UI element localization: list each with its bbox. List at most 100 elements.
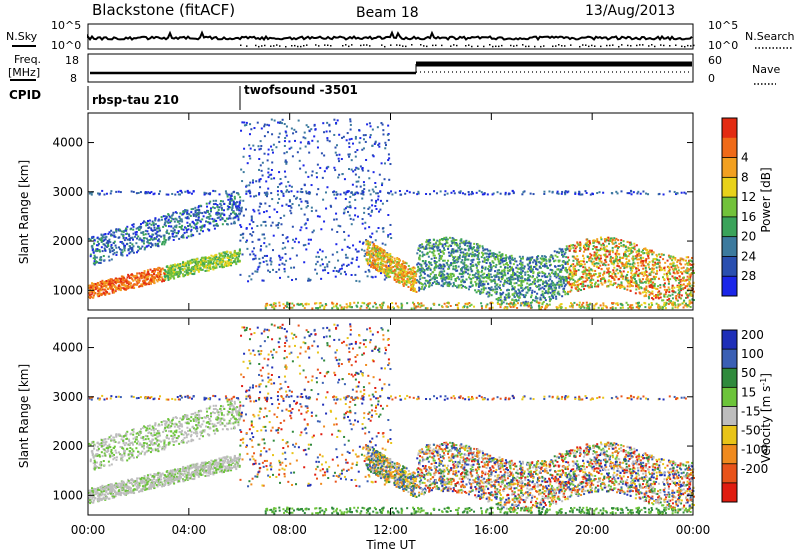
beam-label: Beam 18 (356, 5, 419, 21)
power-cell (499, 296, 502, 299)
power-cell (207, 265, 210, 268)
power-cell (156, 227, 159, 230)
power-cell (93, 263, 96, 266)
power-cell (531, 299, 534, 302)
power-cell (385, 265, 388, 268)
power-cell (362, 147, 365, 150)
power-cell (432, 271, 435, 274)
power-cell (569, 290, 572, 293)
power-cell (371, 261, 374, 264)
power-cell (594, 281, 597, 284)
power-cell (326, 121, 329, 124)
power-cell (192, 268, 195, 271)
power-cell (559, 264, 562, 267)
power-cell (624, 278, 627, 281)
power-cell (364, 134, 367, 137)
power-cell (146, 240, 149, 243)
power-cell (354, 207, 357, 210)
power-cell (409, 288, 412, 291)
power-cell (671, 286, 674, 289)
power-cell (117, 279, 120, 282)
power-cell (110, 229, 113, 232)
power-cell (545, 265, 548, 268)
power-cell (475, 291, 478, 294)
power-cell (672, 257, 675, 260)
power-cell (153, 280, 156, 283)
power-cell (517, 299, 520, 302)
power-cell (221, 259, 224, 262)
power-cell (138, 228, 141, 231)
power-cell (354, 198, 357, 201)
power-cell (538, 265, 541, 268)
power-cell (146, 245, 149, 248)
power-cell (318, 215, 321, 218)
power-cell (213, 207, 216, 210)
power-cell (423, 253, 426, 256)
power-cell (340, 267, 343, 270)
power-cell (343, 178, 346, 181)
power-cell (220, 208, 223, 211)
power-cell (300, 187, 303, 190)
power-cell (535, 267, 538, 270)
power-cell (499, 254, 502, 257)
power-cell (357, 265, 360, 268)
power-cell (113, 240, 116, 243)
power-cell (326, 137, 329, 140)
power-cell (303, 261, 306, 264)
power-cell (589, 281, 592, 284)
power-cell (374, 275, 377, 278)
power-cell (644, 294, 647, 297)
power-cell (622, 240, 625, 243)
power-cell (489, 273, 492, 276)
power-cell (157, 242, 160, 245)
power-cell (548, 258, 551, 261)
power-cell (426, 274, 429, 277)
power-cell (138, 285, 141, 288)
power-cell (127, 281, 130, 284)
power-cell (531, 276, 534, 279)
power-cell (236, 208, 239, 211)
power-cell (164, 239, 167, 242)
power-cell (597, 262, 600, 265)
power-cell (650, 284, 653, 287)
power-cell (486, 248, 489, 251)
power-cell (105, 280, 108, 283)
power-cell (487, 276, 490, 279)
power-cell (237, 251, 240, 254)
power-cell (327, 272, 330, 275)
power-cell (287, 275, 290, 278)
power-cell (229, 206, 232, 209)
power-cell (572, 268, 575, 271)
power-cell (322, 198, 325, 201)
power-cell (671, 264, 674, 267)
power-cell (588, 269, 591, 272)
power-cell (488, 276, 491, 279)
power-cell (621, 277, 624, 280)
power-cell (275, 224, 278, 227)
power-cell (396, 266, 399, 269)
power-cell (110, 282, 113, 285)
power-cell (489, 266, 492, 269)
power-cell (634, 272, 637, 275)
power-cell (185, 264, 188, 267)
power-cell (639, 254, 642, 257)
power-cell (375, 250, 378, 253)
power-cell (648, 273, 651, 276)
power-cell (117, 229, 120, 232)
power-cell (241, 233, 244, 236)
power-cell (494, 282, 497, 285)
nsearch-dot (534, 45, 536, 48)
power-cell (688, 268, 691, 271)
power-cell (534, 297, 537, 300)
power-cell (599, 279, 602, 282)
power-cell (524, 271, 527, 274)
power-cell (212, 262, 215, 265)
power-cell (596, 251, 599, 254)
power-cell (145, 283, 148, 286)
power-cell (108, 238, 111, 241)
power-cell (557, 259, 560, 262)
power-cell (666, 259, 669, 262)
power-cell (202, 259, 205, 262)
power-cell (368, 177, 371, 180)
power-cell (364, 270, 367, 273)
